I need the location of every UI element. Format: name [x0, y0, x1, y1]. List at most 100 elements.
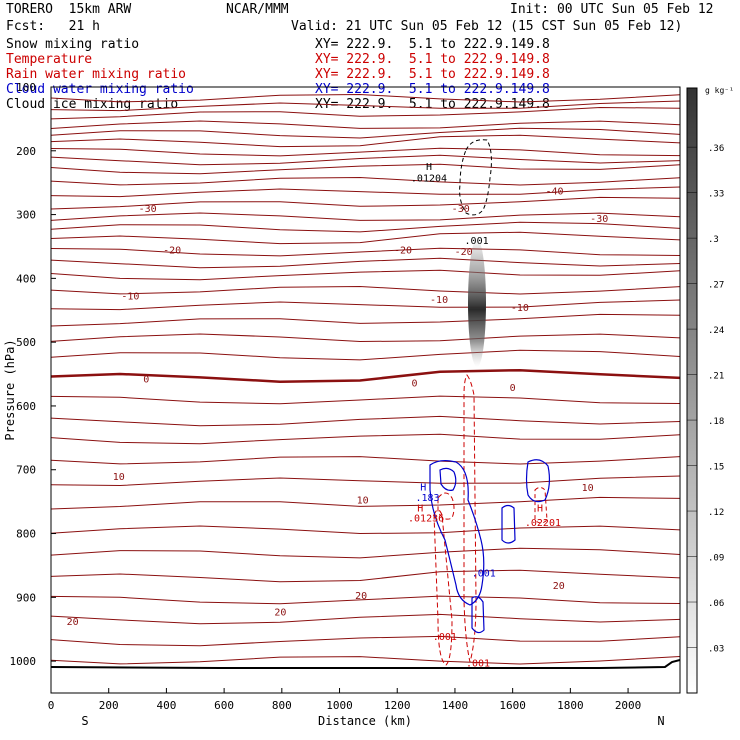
forecast-hour: Fcst: 21 h	[6, 19, 100, 34]
temperature-contour-label: -10	[511, 303, 529, 314]
temperature-contour-label: -30	[452, 204, 470, 215]
field-name-0: Snow mixing ratio	[6, 37, 140, 52]
field-xy-0: XY= 222.9. 5.1 to 222.9.149.8	[315, 37, 550, 52]
isotherm-line	[51, 257, 680, 269]
y-tick-label: 1000	[10, 655, 37, 668]
temperature-contour-label: 0	[510, 383, 516, 394]
x-tick-label: 1000	[326, 699, 353, 712]
temperature-contour-label: 10	[357, 496, 369, 507]
rain-contour-main	[463, 374, 477, 663]
isotherm-line	[51, 433, 680, 445]
mixing-ratio-contour-label: H	[417, 503, 423, 514]
field-xy-1: XY= 222.9. 5.1 to 222.9.149.8	[315, 52, 550, 67]
y-tick-label: 700	[16, 464, 36, 477]
isotherm-line	[51, 186, 680, 198]
cloud-water-contour-lower	[471, 596, 485, 634]
cloud-water-contour-inner	[439, 467, 457, 491]
mixing-ratio-contour-label: .02201	[525, 518, 561, 529]
y-tick-label: 600	[16, 400, 36, 413]
isotherm-line	[51, 147, 680, 157]
isotherm-line	[51, 127, 680, 139]
y-tick-label: 900	[16, 591, 36, 604]
x-tick-label: 0	[48, 699, 55, 712]
mixing-ratio-contour-label: .001	[465, 236, 489, 247]
isotherm-line	[51, 595, 680, 605]
isotherm-line	[51, 547, 680, 559]
isotherm-line	[51, 231, 680, 245]
colorbar	[686, 87, 698, 694]
temperature-contour-label: -10	[121, 292, 139, 303]
isotherm-line	[51, 299, 680, 311]
temperature-contour-label: 20	[274, 607, 286, 618]
temperature-contour-label: -40	[545, 186, 563, 197]
field-name-3: Cloud water mixing ratio	[6, 82, 194, 97]
y-tick-label: 400	[16, 272, 36, 285]
colorbar-tick-label: .03	[708, 645, 724, 655]
mixing-ratio-contour-label: .183	[415, 493, 439, 504]
isotherm-line	[51, 221, 680, 233]
isotherm-line	[51, 176, 680, 186]
isotherm-line	[51, 415, 680, 427]
y-tick-label: 800	[16, 528, 36, 541]
temperature-contour-label: -30	[139, 204, 157, 215]
isotherm-line	[51, 269, 680, 281]
rain-contour-west	[433, 509, 453, 666]
isotherm-line	[51, 120, 680, 129]
x-tick-label: 1400	[442, 699, 469, 712]
isotherm-line	[51, 196, 680, 210]
valid-time: Valid: 21 UTC Sun 05 Feb 12 (15 CST Sun …	[291, 19, 683, 34]
mixing-ratio-contour-label: .001	[466, 658, 490, 669]
isotherm-line	[51, 100, 680, 112]
field-xy-2: XY= 222.9. 5.1 to 222.9.149.8	[315, 67, 550, 82]
field-name-2: Rain water mixing ratio	[6, 67, 187, 82]
colorbar-ticks: .03 .06 .09 .12 .15 .18 .21 .24 .27 .3 .33 .36	[687, 144, 724, 655]
x-tick-label: 400	[156, 699, 176, 712]
temperature-contour-label: 10	[113, 472, 125, 483]
colorbar-tick-label: .09	[708, 554, 724, 564]
mixing-ratio-contour-label: H	[420, 482, 426, 493]
field-xy-3: XY= 222.9. 5.1 to 222.9.149.8	[315, 82, 550, 97]
isotherm-line	[51, 247, 680, 257]
snow-mixing-ratio-shading	[468, 239, 486, 367]
field-name-1: Temperature	[6, 52, 93, 67]
isotherm-line	[51, 569, 680, 583]
surface-terrain-line	[51, 659, 680, 669]
cloud-water-contour-main	[429, 459, 485, 606]
temperature-contour-label: 20	[553, 581, 565, 592]
isotherm-line	[51, 395, 680, 405]
colorbar-tick-label: .36	[708, 144, 724, 154]
x-axis-start-label: S	[81, 714, 88, 728]
colorbar-tick-label: .33	[708, 190, 724, 200]
isotherm-line	[51, 635, 680, 647]
colorbar-unit: g kg⁻¹	[705, 86, 734, 95]
colorbar-tick-label: .15	[708, 463, 724, 473]
mixing-ratio-contour-label: .001	[472, 568, 496, 579]
isotherm-line	[51, 333, 680, 343]
isotherm-line	[51, 656, 680, 665]
mixing-ratio-contour-label: H	[426, 162, 432, 173]
mixing-ratio-contour-label: H	[537, 503, 543, 514]
colorbar-tick-label: .18	[708, 417, 724, 427]
y-tick-label: 200	[16, 145, 36, 158]
isotherm-line	[51, 134, 680, 148]
y-tick-label-top: 100	[16, 81, 36, 94]
temperature-contour-label: 0	[143, 375, 149, 386]
contour-labels: H.01204.001H.183H.01236.001.001.001H.022…	[408, 162, 561, 669]
cloud-ice-contour	[459, 139, 492, 216]
isotherm-line	[51, 285, 680, 295]
temperature-contour-label: 20	[67, 617, 79, 628]
x-tick-label: 600	[214, 699, 234, 712]
mixing-ratio-contour-label: .01204	[411, 174, 447, 185]
plot-frame	[50, 86, 681, 694]
x-axis-end-label: N	[657, 714, 664, 728]
temperature-contour-label: -20	[394, 246, 412, 257]
isotherm-line	[51, 106, 680, 120]
x-tick-label: 1600	[499, 699, 526, 712]
temperature-contour-label: -10	[430, 295, 448, 306]
colorbar-tick-label: .3	[708, 235, 719, 245]
y-axis-label: Pressure (hPa)	[3, 339, 17, 440]
isotherm-line	[51, 368, 680, 383]
x-tick-label: 1200	[384, 699, 411, 712]
isotherm-line	[51, 613, 680, 625]
isotherm-line	[51, 456, 680, 465]
